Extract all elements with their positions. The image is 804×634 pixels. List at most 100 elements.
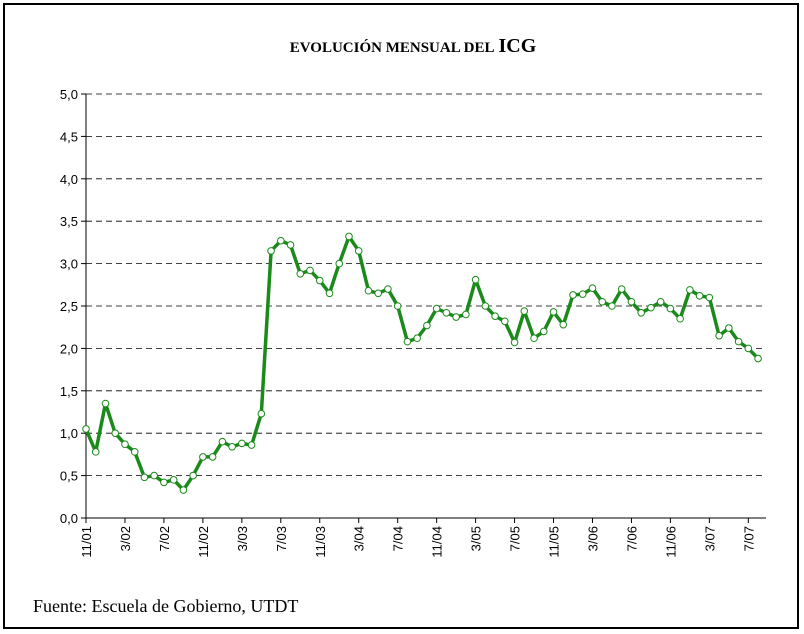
data-point bbox=[501, 317, 509, 326]
data-point bbox=[598, 297, 607, 306]
data-point bbox=[569, 291, 577, 299]
x-tick-label: 7/07 bbox=[741, 526, 756, 551]
data-point bbox=[403, 337, 412, 346]
data-point bbox=[150, 471, 158, 480]
data-point bbox=[686, 286, 694, 294]
data-point bbox=[354, 247, 363, 255]
data-point bbox=[140, 473, 149, 482]
data-point bbox=[734, 337, 743, 346]
data-point bbox=[277, 236, 285, 245]
data-point bbox=[676, 314, 684, 323]
data-point bbox=[306, 266, 314, 275]
data-point bbox=[705, 293, 714, 302]
data-point bbox=[169, 476, 178, 484]
data-point bbox=[218, 437, 227, 446]
data-point bbox=[588, 284, 597, 292]
data-point bbox=[617, 285, 626, 293]
x-tick-label: 3/02 bbox=[118, 526, 133, 551]
data-point bbox=[715, 331, 723, 340]
data-line bbox=[84, 234, 760, 492]
data-point bbox=[121, 440, 129, 449]
data-point bbox=[695, 292, 704, 300]
data-point bbox=[179, 486, 188, 494]
data-point bbox=[647, 303, 655, 312]
data-point bbox=[462, 310, 470, 319]
data-point bbox=[101, 399, 110, 408]
data-point bbox=[413, 334, 421, 343]
y-tick-label: 4,5 bbox=[60, 129, 78, 144]
data-point bbox=[471, 275, 480, 284]
y-tick-label: 1,5 bbox=[60, 384, 78, 399]
x-tick-label: 3/03 bbox=[235, 526, 250, 551]
data-point bbox=[189, 471, 197, 480]
x-tick-label: 11/02 bbox=[196, 526, 211, 558]
data-point bbox=[364, 286, 373, 295]
data-point bbox=[510, 338, 519, 347]
data-point bbox=[549, 308, 558, 316]
x-tick-label: 11/03 bbox=[313, 526, 328, 558]
x-tick-label: 7/06 bbox=[624, 526, 639, 551]
data-point bbox=[432, 304, 441, 313]
data-point bbox=[637, 308, 645, 317]
y-tick-label: 2,5 bbox=[60, 299, 78, 314]
x-tick-label: 3/06 bbox=[585, 526, 600, 551]
x-tick-label: 3/07 bbox=[702, 526, 717, 551]
y-tick-label: 2,0 bbox=[60, 341, 78, 356]
y-tick-label: 3,0 bbox=[60, 257, 78, 272]
data-point bbox=[335, 259, 344, 268]
data-point bbox=[530, 334, 538, 343]
data-point bbox=[228, 442, 236, 451]
y-tick-label: 4,0 bbox=[60, 172, 78, 187]
data-point bbox=[442, 308, 451, 317]
x-tick-label: 3/05 bbox=[469, 526, 484, 551]
data-point bbox=[296, 269, 305, 278]
data-point bbox=[325, 289, 334, 298]
x-tick-label: 7/03 bbox=[274, 526, 289, 551]
data-point bbox=[452, 313, 460, 321]
data-point bbox=[393, 302, 402, 310]
y-tick-label: 1,0 bbox=[60, 426, 78, 441]
title-text: EVOLUCIÓN MENSUAL DEL bbox=[290, 39, 495, 56]
data-point bbox=[744, 344, 753, 353]
chart-title: EVOLUCIÓN MENSUAL DEL ICG bbox=[290, 35, 537, 57]
x-tick-label: 3/04 bbox=[352, 526, 367, 551]
data-point bbox=[578, 290, 587, 298]
data-point bbox=[384, 285, 392, 293]
title-emphasis: ICG bbox=[498, 35, 536, 57]
data-point bbox=[627, 297, 636, 306]
x-tick-label: 11/06 bbox=[663, 526, 678, 558]
y-tick-label: 0,0 bbox=[60, 511, 78, 526]
data-point bbox=[666, 304, 675, 313]
data-point bbox=[111, 429, 120, 438]
data-point bbox=[423, 321, 431, 330]
source-note: Fuente: Escuela de Gobierno, UTDT bbox=[33, 596, 298, 616]
data-point bbox=[656, 297, 665, 306]
x-tick-label: 11/05 bbox=[547, 526, 562, 558]
data-point bbox=[559, 320, 568, 329]
data-point bbox=[315, 276, 324, 285]
x-tick-label: 7/04 bbox=[391, 526, 406, 551]
data-point bbox=[91, 448, 100, 456]
data-point bbox=[257, 409, 266, 418]
data-point bbox=[82, 425, 90, 433]
y-tick-label: 3,5 bbox=[60, 214, 78, 229]
data-point bbox=[608, 302, 616, 310]
data-point bbox=[374, 289, 383, 298]
data-point bbox=[286, 241, 295, 249]
data-point bbox=[345, 232, 353, 241]
y-tick-label: 0,5 bbox=[60, 469, 78, 484]
data-point bbox=[199, 453, 207, 461]
data-point bbox=[539, 327, 548, 336]
x-tick-label: 11/04 bbox=[430, 526, 445, 558]
x-tick-label: 11/01 bbox=[79, 526, 94, 558]
data-point bbox=[247, 441, 256, 449]
data-point bbox=[754, 354, 762, 363]
data-point bbox=[520, 307, 529, 315]
data-point bbox=[130, 448, 139, 456]
y-tick-label: 5,0 bbox=[60, 87, 78, 102]
data-point bbox=[160, 478, 168, 487]
x-tick-label: 7/02 bbox=[157, 526, 172, 551]
data-point bbox=[267, 247, 275, 255]
